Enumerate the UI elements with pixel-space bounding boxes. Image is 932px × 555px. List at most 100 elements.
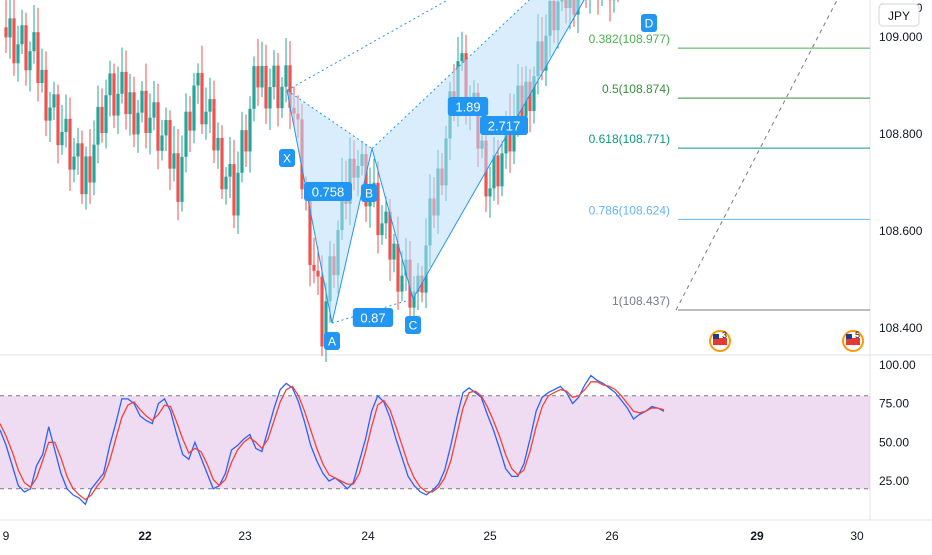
fib-trend-line (676, 0, 870, 310)
event-count: 3 (722, 330, 727, 340)
event-flag-canton (713, 334, 719, 339)
candle-body (380, 223, 383, 235)
ratio-label: 1.89 (455, 100, 480, 115)
candle-body (24, 25, 27, 70)
currency-badge-label: JPY (888, 9, 910, 23)
x-tick-label: 24 (361, 529, 375, 543)
pattern-point-label: B (365, 187, 373, 201)
fib-level-label: 0.5(108.874) (602, 82, 670, 96)
candle-body (28, 51, 31, 70)
pattern-point-label: C (409, 319, 418, 333)
oscillator-y-tick-label: 100.00 (879, 358, 916, 372)
candle-body (320, 277, 323, 347)
candle-body (240, 130, 243, 173)
candle-body (228, 164, 231, 177)
candle-body (104, 95, 107, 133)
candle-body (196, 73, 199, 86)
candle-body (148, 118, 151, 133)
candle-body (96, 107, 99, 145)
oscillator-y-tick-label: 50.00 (879, 435, 909, 449)
candle-body (312, 265, 315, 271)
candle-body (204, 112, 207, 125)
pattern-point-label: D (645, 17, 654, 31)
candle-body (460, 53, 463, 61)
candle-body (116, 94, 119, 116)
candle-body (68, 119, 71, 170)
y-tick-label: 108.800 (879, 127, 923, 141)
candle-body (272, 66, 275, 87)
candle-body (80, 143, 83, 194)
candle-body (200, 73, 203, 124)
candle-body (396, 244, 399, 292)
candle-body (44, 70, 47, 121)
oscillator-band-fill (0, 396, 870, 489)
x-tick-label: 26 (605, 529, 619, 543)
candle-body (184, 112, 187, 157)
candle-body (284, 65, 287, 86)
candle-body (220, 138, 223, 189)
y-tick-label: 109.000 (879, 30, 923, 44)
candle-body (20, 25, 23, 44)
candle-body (168, 120, 171, 169)
candle-body (4, 27, 7, 37)
candle-body (84, 156, 87, 194)
candle-body (208, 99, 211, 112)
candle-body (180, 157, 183, 202)
oscillator-y-tick-label: 25.00 (879, 474, 909, 488)
candle-body (264, 66, 267, 109)
candle-body (88, 156, 91, 182)
candle-body (160, 135, 163, 150)
candle-body (36, 32, 39, 83)
pattern-point-label: A (328, 335, 336, 349)
candle-body (108, 73, 111, 95)
ratio-label: 2.717 (488, 119, 521, 134)
candle-body (132, 92, 135, 134)
candle-body (188, 112, 191, 131)
x-tick-label: 29 (750, 529, 764, 543)
candle-body (216, 138, 219, 151)
candle-body (280, 87, 283, 108)
event-flag-canton (846, 334, 852, 339)
candle-body (40, 70, 43, 83)
x-tick-label: 30 (850, 529, 864, 543)
candle-body (136, 113, 139, 135)
candle-body (128, 92, 131, 114)
candle-body (32, 32, 35, 51)
candle-body (152, 102, 155, 117)
candle-body (8, 18, 11, 37)
candle-body (64, 119, 67, 132)
y-tick-label: 108.400 (879, 321, 923, 335)
candle-body (248, 109, 251, 152)
candle-body (260, 66, 263, 87)
candle-body (488, 188, 491, 196)
candle-body (212, 99, 215, 150)
candle-body (48, 107, 51, 120)
x-tick-label: 23 (238, 529, 252, 543)
candle-body (400, 276, 403, 292)
candle-body (384, 212, 387, 224)
candle-body (56, 94, 59, 145)
candle-body (192, 86, 195, 131)
candle-body (500, 153, 503, 186)
candle-body (224, 177, 227, 190)
candle-body (392, 244, 395, 260)
oscillator-y-tick-label: 75.00 (879, 397, 909, 411)
candle-body (276, 66, 279, 109)
candle-body (232, 164, 235, 215)
candle-body (316, 271, 319, 277)
y-tick-label: 108.600 (879, 224, 923, 238)
candle-body (112, 73, 115, 115)
pattern-fill-xab (287, 90, 372, 323)
candle-body (76, 143, 79, 156)
x-tick-label: 22 (138, 529, 152, 543)
fib-level-label: 0.786(108.624) (589, 203, 670, 217)
candle-body (156, 102, 159, 151)
ratio-label: 0.87 (360, 311, 385, 326)
candle-body (268, 87, 271, 108)
candle-body (124, 72, 127, 114)
candle-body (144, 91, 147, 133)
candle-body (60, 132, 63, 145)
pattern-point-label: X (283, 152, 291, 166)
